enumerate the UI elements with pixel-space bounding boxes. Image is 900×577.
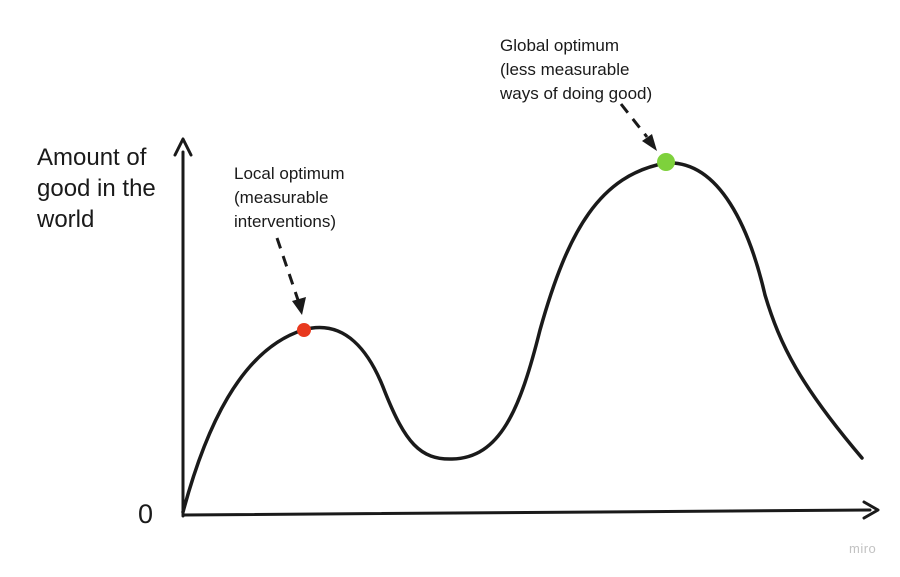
global-optimum-point bbox=[657, 153, 675, 171]
local-optimum-arrowhead-icon bbox=[292, 297, 306, 315]
global-optimum-arrow bbox=[619, 103, 649, 138]
local-optimum-point bbox=[297, 323, 311, 337]
x-axis bbox=[181, 508, 872, 517]
x-axis-arrow-icon bbox=[862, 500, 880, 520]
miro-watermark: miro bbox=[849, 541, 877, 556]
local-optimum-arrow bbox=[275, 237, 300, 301]
y-axis-arrow-icon bbox=[173, 137, 193, 157]
origin-label: 0 bbox=[138, 499, 154, 529]
global-optimum-label: Global optimum (less measurable ways of … bbox=[500, 36, 653, 103]
global-optimum-arrowhead-icon bbox=[642, 134, 657, 151]
local-optimum-label: Local optimum (measurable interventions) bbox=[234, 164, 345, 231]
y-axis-label: Amount of good in the world bbox=[37, 144, 156, 233]
